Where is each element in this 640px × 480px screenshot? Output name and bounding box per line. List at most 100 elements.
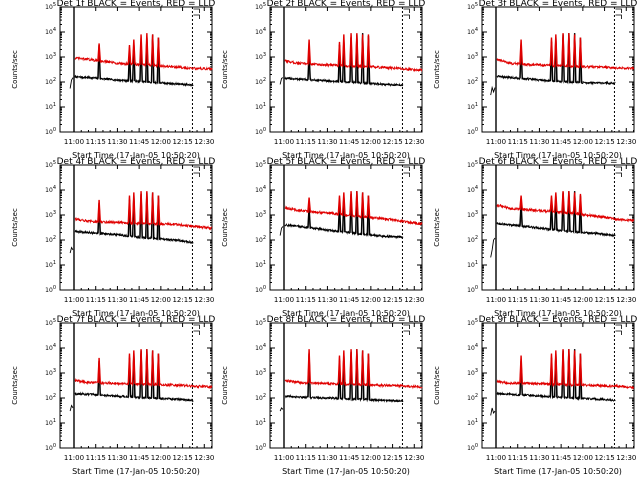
lld-flare-spike (360, 192, 365, 217)
y-tick-label: 101 (467, 102, 478, 111)
y-axis-label: Counts/sec (11, 366, 19, 405)
x-tick-label: 11:30 (529, 454, 549, 462)
y-tick-label: 102 (255, 235, 266, 244)
lld-flare-spike (366, 195, 371, 218)
y-axis-label: Counts/sec (433, 208, 441, 247)
end-marker-bracket (615, 324, 622, 335)
x-tick-label: 11:15 (86, 138, 106, 146)
y-tick-label: 101 (255, 418, 266, 427)
y-tick-label: 105 (45, 318, 56, 327)
x-tick-label: 12:30 (616, 138, 636, 146)
x-axis-label: Start Time (17-Jan-05 10:50:20) (72, 309, 200, 318)
end-marker-bracket (403, 166, 410, 177)
x-tick-label: 12:15 (382, 138, 402, 146)
lld-series-line (74, 192, 213, 231)
lld-flare-spike (337, 355, 342, 384)
y-tick-label: 100 (467, 285, 478, 294)
x-axis-label: Start Time (17-Jan-05 10:50:20) (282, 467, 410, 476)
y-tick-label: 101 (45, 260, 56, 269)
lld-flare-spike (572, 350, 577, 385)
lld-flare-spike (139, 349, 143, 385)
x-tick-label: 11:45 (339, 138, 359, 146)
y-tick-label: 100 (467, 443, 478, 452)
lld-flare-spike (566, 191, 571, 214)
chart-panel-7: Det 7f BLACK = Events, RED = LLD Counts/s… (11, 315, 215, 476)
end-marker-bracket (193, 324, 200, 335)
x-tick-label: 11:15 (296, 454, 316, 462)
events-pre-segment (69, 404, 74, 412)
x-tick-label: 11:00 (486, 296, 506, 304)
y-tick-label: 102 (467, 235, 478, 244)
lld-flare-spike (578, 193, 583, 215)
y-tick-label: 102 (45, 77, 56, 86)
y-axis-label: Counts/sec (11, 50, 19, 89)
x-axis-label: Start Time (17-Jan-05 10:50:20) (282, 309, 410, 318)
events-flare-spike (572, 191, 577, 232)
x-tick-label: 12:30 (616, 454, 636, 462)
x-tick-label: 12:15 (172, 138, 192, 146)
chart-title: Det 6f BLACK = Events, RED = LLD (479, 157, 638, 167)
x-tick-label: 12:30 (194, 454, 214, 462)
lld-flare-spike (561, 349, 565, 385)
y-tick-label: 103 (467, 210, 478, 219)
lld-flare-spike (97, 357, 101, 383)
y-tick-label: 100 (45, 443, 56, 452)
x-tick-label: 12:00 (151, 138, 171, 146)
x-tick-label: 11:30 (107, 454, 127, 462)
lld-flare-spike (349, 349, 353, 385)
lld-flare-spike (553, 350, 558, 385)
events-pre-segment (69, 246, 74, 254)
lld-series-line (74, 35, 213, 71)
lld-flare-spike (127, 353, 132, 384)
y-tick-label: 101 (467, 260, 478, 269)
lld-flare-spike (131, 39, 136, 65)
lld-flare-spike (144, 349, 149, 385)
lld-flare-spike (97, 43, 101, 61)
lld-flare-spike (578, 353, 583, 386)
plot-frame (269, 164, 423, 291)
x-tick-label: 11:30 (107, 296, 127, 304)
y-tick-label: 104 (467, 27, 478, 36)
y-tick-label: 104 (467, 185, 478, 194)
events-pre-segment (490, 407, 496, 416)
x-tick-label: 12:00 (151, 296, 171, 304)
lld-flare-spike (341, 350, 346, 385)
chart-panel-3: Det 3f BLACK = Events, RED = LLD Counts/s… (433, 0, 637, 160)
x-tick-label: 11:15 (86, 296, 106, 304)
x-tick-label: 11:15 (508, 454, 528, 462)
y-tick-label: 103 (467, 368, 478, 377)
x-axis-label: Start Time (17-Jan-05 10:50:20) (72, 151, 200, 160)
chart-panel-6: Det 6f BLACK = Events, RED = LLD Counts/s… (433, 157, 637, 318)
lld-flare-spike (572, 192, 577, 214)
lld-series-line (496, 350, 635, 390)
chart-panel-9: Det 9f BLACK = Events, RED = LLD Counts/s… (433, 315, 637, 476)
y-tick-label: 105 (467, 2, 478, 11)
lld-flare-spike (549, 353, 554, 385)
x-tick-label: 11:30 (317, 138, 337, 146)
lld-series-line (496, 34, 635, 71)
x-tick-label: 12:15 (594, 454, 614, 462)
x-axis-label: Start Time (17-Jan-05 10:50:20) (282, 151, 410, 160)
y-axis-label: Counts/sec (221, 366, 229, 405)
lld-flare-spike (307, 39, 311, 64)
lld-flare-spike (549, 195, 554, 212)
lld-flare-spike (354, 191, 359, 217)
chart-panel-5: Det 5f BLACK = Events, RED = LLD Counts/s… (221, 157, 425, 318)
chart-panel-1: Det 1f BLACK = Events, RED = LLD Counts/s… (11, 0, 215, 160)
y-tick-label: 104 (45, 185, 56, 194)
events-pre-segment (490, 85, 496, 96)
events-pre-segment (69, 77, 74, 89)
x-tick-label: 11:30 (107, 138, 127, 146)
chart-title: Det 5f BLACK = Events, RED = LLD (267, 157, 426, 167)
lld-flare-spike (97, 199, 101, 222)
lld-flare-spike (131, 192, 136, 224)
y-tick-label: 103 (467, 52, 478, 61)
x-tick-label: 11:00 (64, 296, 84, 304)
y-tick-label: 100 (45, 127, 56, 136)
y-axis-label: Counts/sec (433, 50, 441, 89)
lld-flare-spike (156, 37, 161, 66)
y-tick-label: 105 (467, 160, 478, 169)
x-tick-label: 11:45 (129, 138, 149, 146)
chart-title: Det 3f BLACK = Events, RED = LLD (479, 0, 638, 9)
